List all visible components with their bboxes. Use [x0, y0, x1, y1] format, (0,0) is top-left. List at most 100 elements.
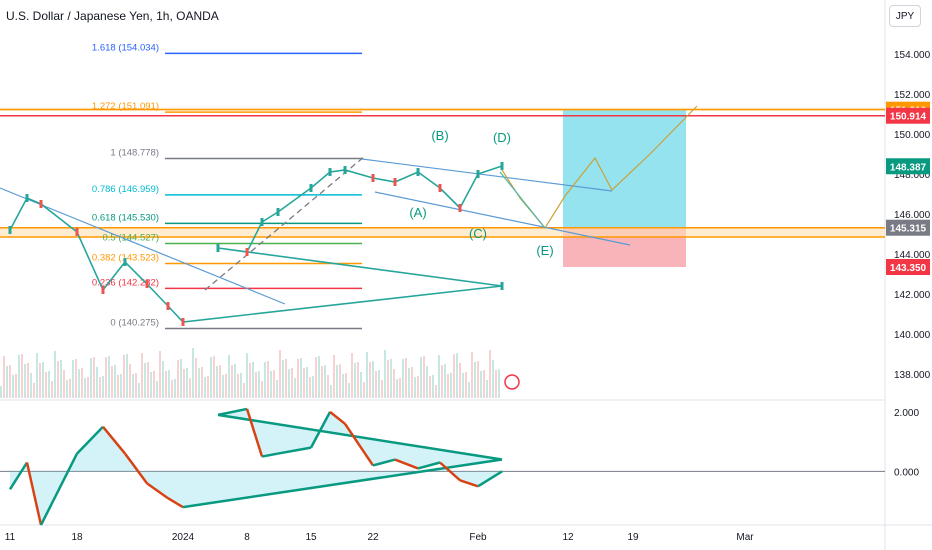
volume-bar — [480, 371, 482, 398]
candle — [458, 204, 462, 212]
wave-label: (C) — [469, 226, 487, 241]
resistance-band — [0, 107, 885, 110]
osc-tick-label: 0.000 — [894, 467, 919, 478]
time-tick-label: 8 — [244, 532, 250, 543]
volume-bar — [381, 380, 383, 398]
volume-bar — [417, 376, 419, 398]
volume-bar — [87, 377, 89, 398]
fib-base-line — [204, 155, 366, 291]
price-tick-label: 154.000 — [894, 50, 931, 61]
volume-bar — [432, 375, 434, 398]
wave-label: (E) — [536, 243, 553, 258]
osc-series-segment — [217, 407, 248, 417]
candle — [343, 166, 347, 174]
candle — [260, 218, 264, 226]
volume-bar — [207, 376, 209, 398]
volume-bar — [123, 355, 125, 398]
volume-bar — [30, 373, 32, 398]
volume-bar — [336, 365, 338, 398]
volume-bar — [471, 352, 473, 398]
volume-bar — [408, 368, 410, 398]
price-tick-label: 142.000 — [894, 290, 931, 301]
volume-bar — [9, 365, 11, 398]
volume-bar — [36, 353, 38, 398]
volume-bar — [426, 366, 428, 398]
volume-bar — [216, 366, 218, 398]
volume-bar — [66, 380, 68, 398]
time-tick-label: 2024 — [172, 532, 195, 543]
time-tick-label: 15 — [305, 532, 317, 543]
channel-upper-line — [361, 158, 613, 192]
chart-title: U.S. Dollar / Japanese Yen, 1h, OANDA — [6, 9, 219, 23]
candle — [309, 184, 313, 192]
candle — [438, 184, 442, 192]
volume-bar — [252, 362, 254, 398]
volume-bar — [60, 360, 62, 398]
volume-bar — [348, 383, 350, 398]
price-label-box — [886, 158, 930, 175]
volume-bar — [69, 379, 71, 398]
volume-bar — [375, 371, 377, 398]
volume-bar — [258, 371, 260, 398]
candle — [39, 200, 43, 208]
osc-series-segment — [277, 446, 312, 455]
volume-bar — [225, 374, 227, 398]
volume-bar — [57, 361, 59, 398]
osc-series-segment — [394, 458, 419, 470]
volume-bar — [411, 367, 413, 398]
price-label-text: 150.914 — [890, 112, 927, 123]
event-flag-icon — [504, 374, 520, 390]
time-tick-label: 18 — [71, 532, 83, 543]
volume-bar — [345, 373, 347, 398]
candle — [476, 170, 480, 178]
volume-bar — [291, 368, 293, 398]
volume-bar — [399, 378, 401, 398]
volume-bar — [180, 359, 182, 398]
volume-bar — [186, 368, 188, 398]
price-label-box — [886, 219, 930, 236]
fib-level-label: 0.5 (144.527) — [102, 232, 159, 243]
volume-bar — [183, 369, 185, 398]
volume-bar — [396, 379, 398, 398]
volume-bar — [402, 359, 404, 398]
volume-bar — [318, 356, 320, 398]
volume-bar — [63, 370, 65, 398]
fib-level-label: 0.786 (146.959) — [92, 184, 159, 195]
time-tick-label: 12 — [562, 532, 574, 543]
volume-bar — [99, 377, 101, 398]
volume-bar — [309, 377, 311, 398]
volume-bar — [444, 364, 446, 398]
fib-level-label: 1 (148.778) — [110, 147, 159, 158]
osc-series-segment — [261, 452, 279, 458]
volume-bar — [45, 372, 47, 398]
volume-bar — [78, 369, 80, 398]
fib-level-label: 0.236 (142.282) — [92, 277, 159, 288]
osc-series-segment — [123, 452, 149, 485]
support-band — [0, 227, 885, 237]
volume-bar — [84, 378, 86, 398]
price-label-text: 148.387 — [890, 162, 927, 173]
volume-bar — [159, 351, 161, 398]
volume-bar — [429, 376, 431, 398]
volume-bar — [477, 361, 479, 398]
osc-series-segment — [329, 410, 346, 425]
volume-bar — [189, 378, 191, 398]
volume-bar — [420, 357, 422, 398]
price-tick-label: 150.000 — [894, 130, 931, 141]
volume-bar — [21, 354, 23, 398]
volume-bar — [138, 383, 140, 398]
osc-series-segment — [372, 458, 396, 467]
volume-bar — [237, 374, 239, 398]
osc-series-segment — [217, 413, 503, 461]
volume-bar — [171, 380, 173, 398]
currency-button[interactable]: JPY — [889, 5, 921, 27]
volume-bar — [249, 363, 251, 398]
volume-bar — [285, 359, 287, 398]
volume-bar — [240, 373, 242, 398]
volume-bar — [351, 353, 353, 398]
time-tick-label: 22 — [367, 532, 379, 543]
price-tick-label: 144.000 — [894, 250, 931, 261]
osc-series-segment — [8, 461, 29, 490]
volume-bar — [324, 365, 326, 398]
